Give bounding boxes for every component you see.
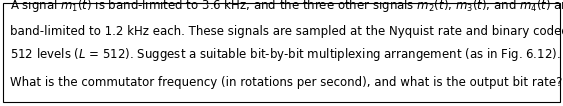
FancyBboxPatch shape xyxy=(3,3,560,102)
Text: 512 levels ($L$ = 512). Suggest a suitable bit-by-bit multiplexing arrangement (: 512 levels ($L$ = 512). Suggest a suitab… xyxy=(10,46,561,63)
Text: What is the commutator frequency (in rotations per second), and what is the outp: What is the commutator frequency (in rot… xyxy=(10,76,562,89)
Text: band-limited to 1.2 kHz each. These signals are sampled at the Nyquist rate and : band-limited to 1.2 kHz each. These sign… xyxy=(10,25,563,38)
Text: A signal $m_1$($t$) is band-limited to 3.6 kHz, and the three other signals $m_2: A signal $m_1$($t$) is band-limited to 3… xyxy=(10,0,563,14)
